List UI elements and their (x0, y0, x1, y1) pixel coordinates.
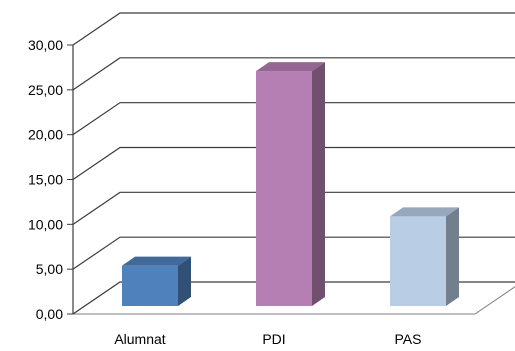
y-tick-label: 15,00 (28, 172, 63, 188)
axes (67, 44, 74, 315)
bars (122, 62, 459, 306)
x-category-label: Alumnat (114, 331, 165, 347)
x-category-label: PDI (262, 331, 285, 347)
bar-pdi-side (312, 62, 325, 306)
bar-alumnat-top (122, 256, 191, 266)
bar-pas-top (390, 207, 459, 217)
y-tick-label: 30,00 (28, 37, 63, 53)
bar-alumnat-side (178, 256, 191, 306)
gridline (72, 12, 515, 46)
category-labels: Alumnat PDI PAS (114, 331, 421, 347)
y-tick-label: 0,00 (36, 306, 63, 322)
gridline (72, 236, 515, 270)
gridline (72, 146, 515, 180)
bar-pdi-front (256, 71, 312, 306)
gridline (72, 281, 515, 315)
y-tick-label: 5,00 (36, 261, 63, 277)
bar-pdi-top (256, 62, 325, 72)
y-tick-label: 25,00 (28, 82, 63, 98)
y-tick-labels: 0,00 5,00 10,00 15,00 20,00 25,00 30,00 (28, 37, 63, 322)
gridline (72, 191, 515, 225)
gridline (72, 102, 515, 136)
y-tick-label: 20,00 (28, 127, 63, 143)
bar-pas-side (446, 207, 459, 306)
y-tick-label: 10,00 (28, 216, 63, 232)
bar-pas-front (390, 216, 446, 306)
gridline (72, 57, 515, 91)
gridlines (72, 12, 515, 315)
bar-alumnat-front (122, 265, 178, 306)
x-category-label: PAS (395, 331, 422, 347)
